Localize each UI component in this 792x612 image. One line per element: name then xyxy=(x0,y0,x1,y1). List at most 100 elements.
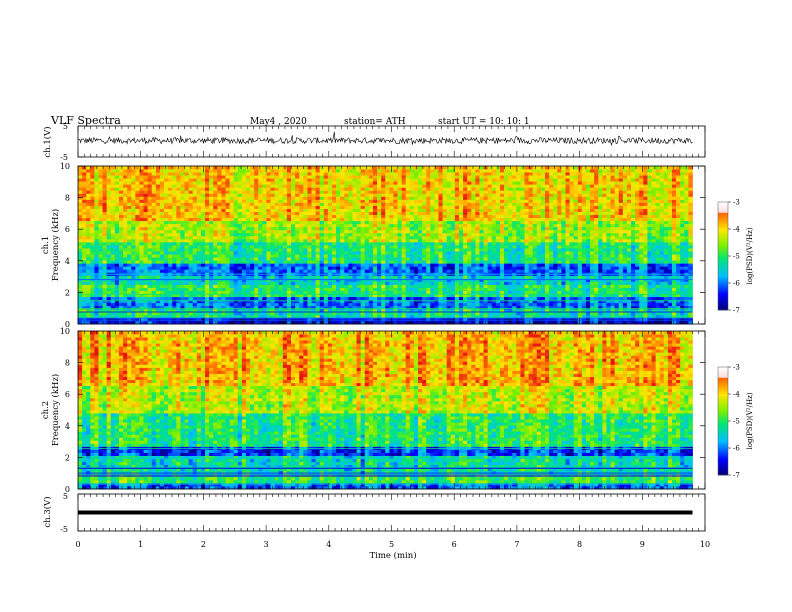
spectrogram-cell xyxy=(168,317,173,322)
spectrogram-cell xyxy=(258,314,263,319)
spectrogram-cell xyxy=(659,238,665,243)
spectrogram-cell xyxy=(643,226,648,231)
spectrogram-cell xyxy=(250,308,255,313)
spectrogram-cell xyxy=(454,235,460,240)
spectrogram-cell xyxy=(438,251,443,255)
spectrogram-cell xyxy=(479,229,484,234)
spectrogram-cell xyxy=(360,305,366,310)
spectrogram-cell xyxy=(118,257,124,261)
spectrogram-cell xyxy=(491,293,497,298)
spectrogram-cell xyxy=(418,314,423,319)
date-label: May4 , 2020 xyxy=(250,117,307,127)
spectrogram-cell xyxy=(266,241,271,246)
spectrogram-cell xyxy=(209,232,214,237)
spectrogram-cell xyxy=(405,308,411,313)
spectrogram-cell xyxy=(532,275,538,279)
spectrogram-cell xyxy=(614,263,620,267)
spectrogram-cell xyxy=(106,296,112,301)
spectrogram-cell xyxy=(467,269,472,273)
spectrogram-cell xyxy=(622,275,628,279)
spectrogram-cell xyxy=(192,238,198,243)
spectrogram-cell xyxy=(381,299,386,304)
spectrogram-cell xyxy=(164,220,169,225)
spectrogram-cell xyxy=(299,260,304,264)
spectrogram-cell xyxy=(676,223,681,228)
spectrogram-cell xyxy=(438,281,443,285)
spectrogram-cell xyxy=(311,232,316,237)
spectrogram-cell xyxy=(516,260,521,264)
spectrogram-cell xyxy=(155,302,161,307)
spectrogram-cell xyxy=(606,314,611,319)
spectrogram-cell xyxy=(647,320,652,325)
spectrogram-cell xyxy=(147,251,153,255)
spectrogram-cell xyxy=(282,223,288,228)
spectrogram-cell xyxy=(274,245,280,249)
spectrogram-cell xyxy=(676,278,681,282)
spectrogram-cell xyxy=(495,293,501,298)
spectrogram-cell xyxy=(241,293,247,298)
spectrogram-cell xyxy=(123,245,128,249)
spectrogram-cell xyxy=(626,275,632,279)
spectrogram-cell xyxy=(626,226,632,231)
spectrogram-cell xyxy=(565,251,570,255)
spectrogram-cell xyxy=(159,266,165,270)
spectrogram-cell xyxy=(639,241,644,246)
spectrogram-cell xyxy=(463,251,468,255)
spectrogram-cell xyxy=(512,226,517,231)
spectrogram-cell xyxy=(188,226,194,231)
spectrogram-cell xyxy=(680,241,685,246)
spectrogram-cell xyxy=(221,311,226,316)
spectrogram-cell xyxy=(315,296,321,301)
spectrogram-cell xyxy=(635,311,640,316)
spectrogram-cell xyxy=(168,287,173,291)
spectrogram-cell xyxy=(483,302,489,307)
spectrogram-cell xyxy=(221,317,226,322)
spectrogram-cell xyxy=(594,238,599,243)
spectrogram-cell xyxy=(331,314,337,319)
spectrogram-cell xyxy=(491,266,497,270)
spectrogram-cell xyxy=(569,232,575,237)
spectrogram-cell xyxy=(336,248,341,252)
spectrogram-cell xyxy=(213,317,218,322)
spectrogram-cell xyxy=(544,290,550,295)
spectrogram-cell xyxy=(618,290,624,295)
spectrogram-cell xyxy=(299,223,304,228)
spectrogram-cell xyxy=(176,260,181,264)
spectrogram-cell xyxy=(651,287,656,291)
spectrogram-cell xyxy=(688,251,693,255)
spectrogram-cell xyxy=(135,275,140,279)
spectrogram-cell xyxy=(463,238,468,243)
spectrogram-cell xyxy=(381,235,386,240)
spectrogram-cell xyxy=(409,248,415,252)
spectrogram-cell xyxy=(667,241,673,246)
spectrogram-cell xyxy=(135,257,140,261)
spectrogram-cell xyxy=(315,269,321,273)
spectrogram-cell xyxy=(356,293,362,298)
spectrogram-cell xyxy=(454,290,460,295)
spectrogram-cell xyxy=(213,278,218,282)
spectrogram-cell xyxy=(610,241,616,246)
spectrogram-cell xyxy=(123,308,128,313)
spectrogram-cell xyxy=(225,257,230,261)
spectrogram-cell xyxy=(651,260,656,264)
spectrogram-cell xyxy=(475,302,480,307)
spectrogram-cell xyxy=(221,229,226,234)
spectrogram-cell xyxy=(647,311,652,316)
spectrogram-cell xyxy=(295,248,300,252)
spectrogram-cell xyxy=(352,251,357,255)
spectrogram-cell xyxy=(565,278,570,282)
spectrogram-cell xyxy=(536,299,542,304)
spectrogram-cell xyxy=(94,317,99,322)
spectrogram-cell xyxy=(245,232,251,237)
spectrogram-cell xyxy=(512,223,517,228)
spectrogram-cell xyxy=(233,223,239,228)
spectrogram-cell xyxy=(479,223,484,228)
spectrogram-cell xyxy=(381,226,386,231)
spectrogram-cell xyxy=(94,311,99,316)
spectrogram-cell xyxy=(360,260,366,264)
spectrogram-cell xyxy=(680,287,685,291)
spectrogram-cell xyxy=(504,302,509,307)
spectrogram-cell xyxy=(471,229,476,234)
spectrogram-cell xyxy=(98,311,103,316)
spectrogram-cell xyxy=(262,235,267,240)
